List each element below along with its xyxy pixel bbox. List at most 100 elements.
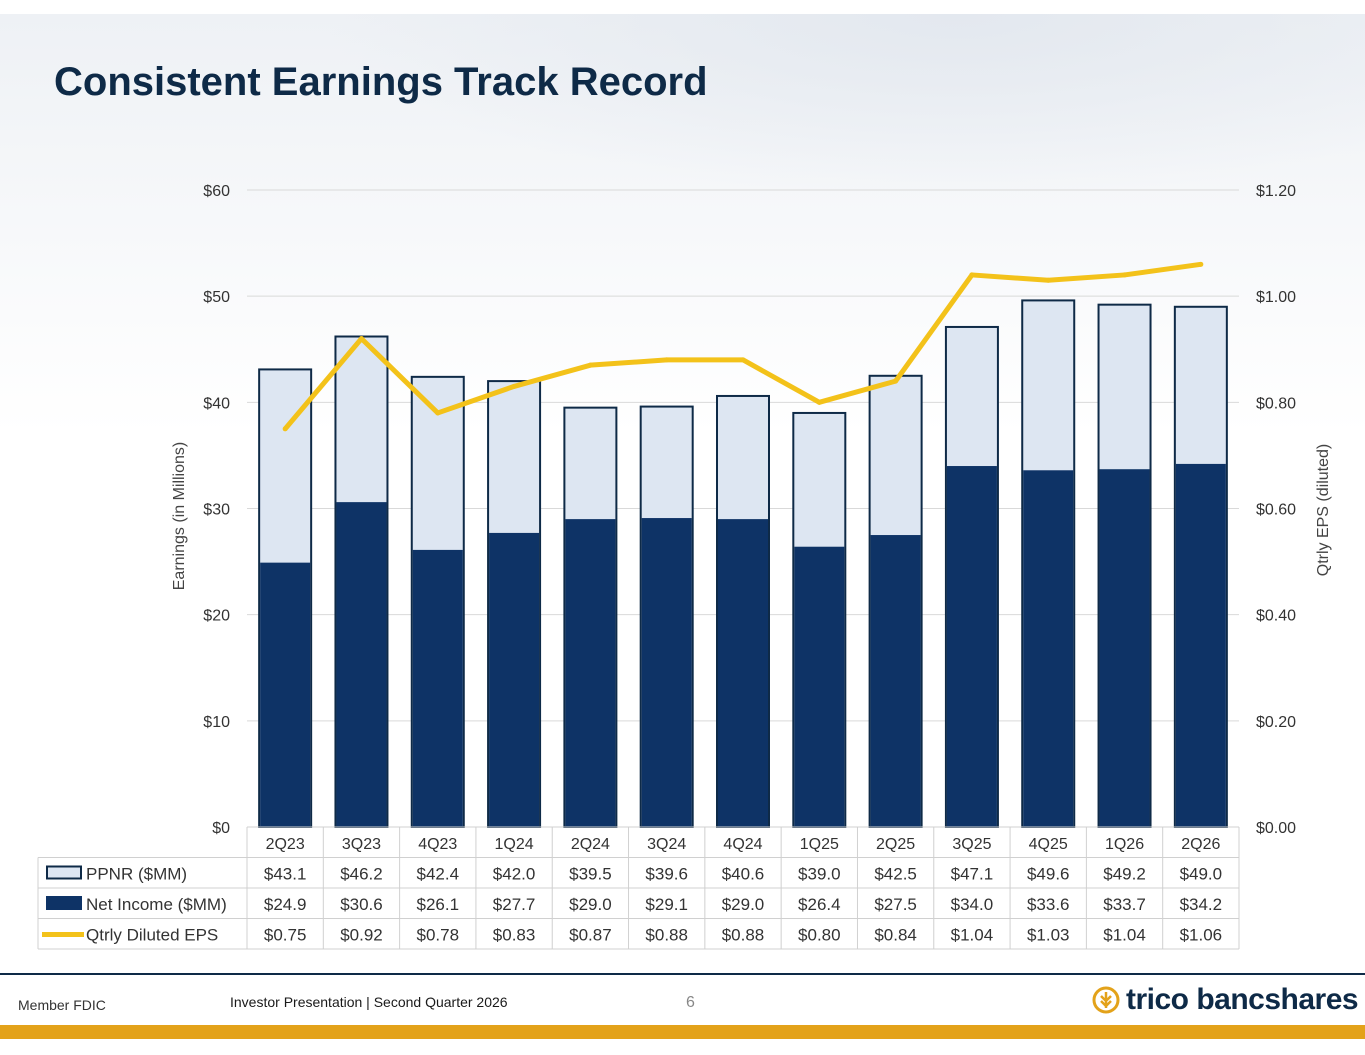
table-cell: $0.78 (416, 926, 459, 945)
table-cell: $33.6 (1027, 895, 1070, 914)
table-cell: $1.04 (1103, 926, 1146, 945)
net-income-bar (412, 549, 463, 827)
legend-key-ppnr (46, 865, 82, 880)
page-number: 6 (686, 994, 695, 1011)
member-fdic-label: Member FDIC (18, 997, 106, 1013)
footer-gold-band (0, 1025, 1365, 1039)
table-cell: $0.83 (493, 926, 536, 945)
footer-rule (0, 973, 1365, 975)
x-tick-label: 2Q24 (571, 836, 610, 853)
table-cell: $0.84 (874, 926, 917, 945)
table-cell: $0.88 (645, 926, 688, 945)
net-income-bar (870, 535, 921, 827)
x-tick-label: 4Q23 (418, 836, 457, 853)
x-tick-label: 2Q23 (266, 836, 305, 853)
table-cell: $46.2 (340, 865, 383, 884)
eps-point (358, 336, 364, 342)
x-tick-label: 3Q24 (647, 836, 686, 853)
net-income-bar (1023, 470, 1074, 827)
eps-point (664, 357, 670, 363)
eps-point (893, 378, 899, 384)
table-cell: $0.75 (264, 926, 307, 945)
logo-text: trico bancshares (1126, 983, 1359, 1016)
table-cell: $26.1 (416, 895, 459, 914)
table-cell: $0.87 (569, 926, 612, 945)
top-band (0, 0, 1365, 14)
table-cell: $42.0 (493, 865, 536, 884)
eps-point (435, 410, 441, 416)
y-tick-label: $0 (212, 820, 230, 837)
net-income-bar (794, 546, 845, 827)
table-cell: $29.0 (569, 895, 612, 914)
table-cell: $34.0 (951, 895, 994, 914)
x-tick-label: 2Q26 (1181, 836, 1220, 853)
table-cell: $29.0 (722, 895, 765, 914)
eps-point (1045, 277, 1051, 283)
y2-axis-title: Qtrly EPS (diluted) (1315, 444, 1332, 576)
table-cell: $39.6 (645, 865, 688, 884)
net-income-bar (1175, 463, 1226, 827)
x-tick-label: 2Q25 (876, 836, 915, 853)
x-tick-label: 1Q25 (800, 836, 839, 853)
table-cell: $42.5 (874, 865, 917, 884)
table-cell: $47.1 (951, 865, 994, 884)
y-tick-label: $40 (203, 395, 230, 412)
table-cell: $27.5 (874, 895, 917, 914)
table-cell: $49.6 (1027, 865, 1070, 884)
y2-tick-label: $0.20 (1256, 714, 1296, 731)
y2-tick-label: $0.80 (1256, 395, 1296, 412)
table-cell: $39.0 (798, 865, 841, 884)
table-cell: $40.6 (722, 865, 765, 884)
table-cell: $26.4 (798, 895, 841, 914)
net-income-bar (260, 562, 311, 827)
earnings-chart: $0 $10 $20 $30 $40 $50 $60 $0.00 $0.20 $0.40 $0.60… (37, 183, 1332, 950)
eps-point (511, 383, 517, 389)
x-tick-label: 1Q24 (495, 836, 534, 853)
eps-point (282, 426, 288, 432)
table-cell: $30.6 (340, 895, 383, 914)
table-cell: $1.04 (951, 926, 994, 945)
net-income-bar (946, 466, 997, 827)
x-tick-label: 1Q26 (1105, 836, 1144, 853)
y-tick-label: $30 (203, 502, 230, 519)
x-tick-label: 3Q25 (952, 836, 991, 853)
eps-point (1122, 272, 1128, 278)
net-income-bar (641, 518, 692, 827)
table-cell: $29.1 (645, 895, 688, 914)
presentation-label: Investor Presentation | Second Quarter 2… (230, 994, 508, 1010)
y2-tick-label: $0.40 (1256, 608, 1296, 625)
legend-label: PPNR ($MM) (86, 865, 187, 884)
eps-point (969, 272, 975, 278)
net-income-bar (489, 532, 540, 827)
table-cell: $1.06 (1180, 926, 1223, 945)
x-tick-label: 4Q24 (723, 836, 762, 853)
table-cell: $0.92 (340, 926, 383, 945)
table-cell: $1.03 (1027, 926, 1070, 945)
y-axis-title: Earnings (in Millions) (171, 442, 188, 591)
net-income-bar (718, 519, 768, 827)
net-income-bar (336, 502, 387, 827)
eps-point (1198, 261, 1204, 267)
eps-point (740, 357, 746, 363)
table-cell: $42.4 (416, 865, 459, 884)
table-cell: $43.1 (264, 865, 307, 884)
legend-label: Net Income ($MM) (86, 895, 227, 914)
y-tick-label: $60 (203, 183, 230, 200)
legend-key-net-income (46, 896, 82, 910)
y2-tick-label: $0.00 (1256, 820, 1296, 837)
wheat-logo-icon (1092, 986, 1120, 1014)
table-cell: $0.80 (798, 926, 841, 945)
table-cell: $0.88 (722, 926, 765, 945)
x-tick-label: 3Q23 (342, 836, 381, 853)
table-cell: $49.0 (1180, 865, 1223, 884)
page-title: Consistent Earnings Track Record (54, 60, 708, 104)
table-cell: $34.2 (1180, 895, 1223, 914)
x-tick-label: 4Q25 (1029, 836, 1068, 853)
y-tick-label: $10 (203, 714, 230, 731)
table-cell: $33.7 (1103, 895, 1146, 914)
legend-label: Qtrly Diluted EPS (86, 926, 218, 945)
y2-tick-label: $0.60 (1256, 502, 1296, 519)
table-cell: $49.2 (1103, 865, 1146, 884)
y-tick-label: $20 (203, 608, 230, 625)
y2-tick-label: $1.00 (1256, 289, 1296, 306)
